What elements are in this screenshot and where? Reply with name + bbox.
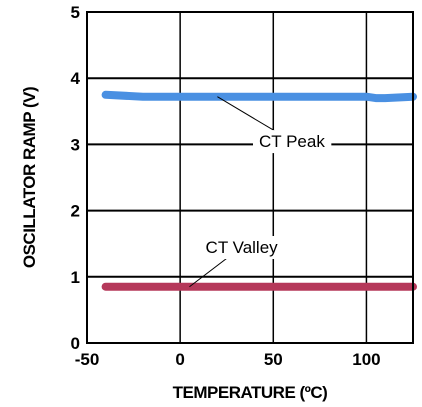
x-tick-label: -50 xyxy=(75,350,100,369)
annotation-label: CT Peak xyxy=(259,132,325,151)
y-tick-label: 4 xyxy=(71,69,81,88)
annotation-label-background xyxy=(253,130,332,154)
annotation-label-background xyxy=(199,236,285,260)
y-axis-title: OSCILLATOR RAMP (V) xyxy=(20,87,39,268)
x-tick-label: 50 xyxy=(264,350,283,369)
y-tick-label: 2 xyxy=(71,202,80,221)
series-line-1 xyxy=(101,90,417,103)
y-tick-label: 0 xyxy=(71,334,80,353)
y-tick-label: 3 xyxy=(71,135,80,154)
series-layer xyxy=(101,90,417,291)
y-tick-label: 1 xyxy=(71,268,80,287)
grid xyxy=(87,12,413,343)
annotations: CT Peak CT Valley xyxy=(189,96,332,288)
y-tick-label: 5 xyxy=(71,3,80,22)
plot-frame xyxy=(86,11,414,344)
x-tick-label: 100 xyxy=(352,350,380,369)
x-tick-label: 0 xyxy=(175,350,184,369)
annotation-label: CT Valley xyxy=(206,238,279,257)
x-axis-title: TEMPERATURE (ºC) xyxy=(173,383,328,402)
